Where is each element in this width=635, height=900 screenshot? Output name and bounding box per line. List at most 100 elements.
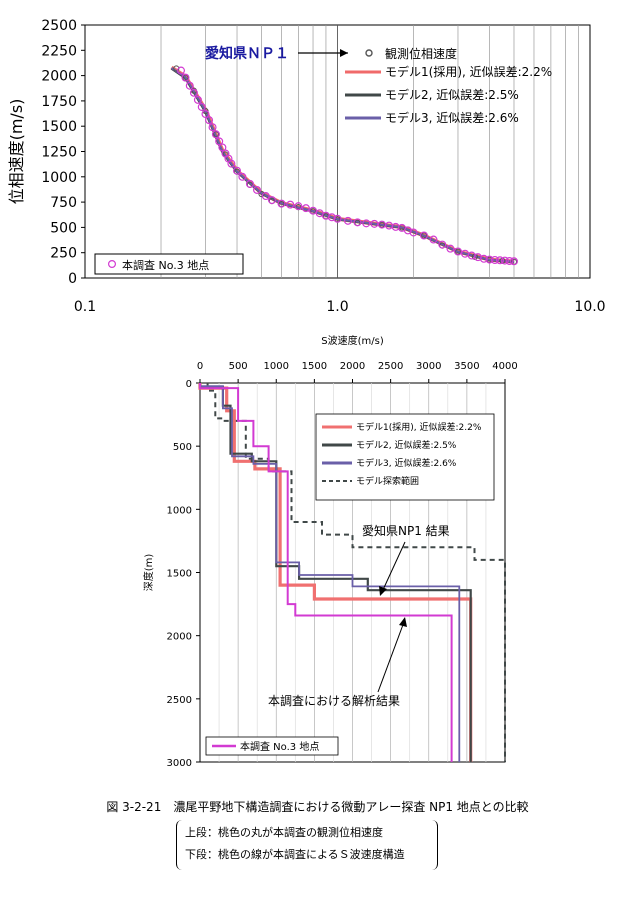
survey-no3-profile — [199, 383, 453, 762]
y-tick-label: 2500 — [167, 695, 192, 706]
survey-no3-point — [409, 228, 418, 237]
survey-no3-point — [446, 244, 455, 253]
survey-result-annotation: 本調査における解析結果 — [268, 694, 400, 708]
survey-no3-point — [277, 199, 286, 208]
y-tick-label: 500 — [50, 220, 77, 236]
y-tick-label: 1500 — [167, 569, 192, 580]
survey-no3-point — [189, 88, 198, 97]
survey-no3-point — [267, 196, 276, 205]
survey-no3-point — [218, 143, 227, 152]
y-tick-label: 0 — [186, 379, 192, 390]
model3-profile — [199, 383, 461, 762]
y-tick-label: 2250 — [41, 43, 77, 59]
survey-no3-point — [261, 192, 270, 201]
x-tick-label: 0 — [197, 361, 203, 372]
survey-no3-point — [309, 206, 318, 215]
survey-no3-point — [181, 73, 190, 82]
survey-no3-point — [327, 213, 336, 222]
survey-result-arrow-line — [377, 621, 405, 693]
observed-point — [182, 74, 189, 81]
survey-no3-point — [495, 256, 504, 265]
y-tick-label: 1750 — [41, 94, 77, 110]
survey-no3-point — [343, 216, 352, 225]
survey-no3-point — [253, 185, 262, 194]
observed-point — [173, 65, 180, 72]
legend-observed-symbol — [365, 49, 373, 57]
legend-model3-label: モデル3, 近似誤差:2.6% — [356, 457, 457, 469]
survey-no3-point — [193, 95, 202, 104]
y-tick-label: 1000 — [167, 505, 192, 516]
y-axis-label: 位相速度(m/s) — [7, 99, 26, 205]
y-tick-label: 1250 — [41, 145, 77, 161]
figure-caption: 図 3-2-21 濃尾平野地下構造調査における微動アレー探査 NP1 地点との比… — [106, 800, 529, 814]
observed-point — [420, 232, 428, 239]
survey-no3-point — [362, 219, 371, 228]
note-bottom: 下段：桃色の線が本調査によるＳ波速度構造 — [185, 848, 405, 861]
survey-no3-point — [453, 247, 462, 256]
x-tick-label: 1500 — [302, 361, 327, 372]
survey-no3-point — [370, 219, 379, 228]
y-tick-label: 2000 — [41, 69, 77, 85]
legend-model2-label: モデル2, 近似誤差:2.5% — [356, 439, 457, 451]
np1-arrow-head — [340, 49, 348, 57]
legend-survey-label: 本調査 No.3 地点 — [240, 740, 319, 753]
note-top: 上段：桃色の丸が本調査の観測位相速度 — [185, 826, 383, 839]
legend-model2-label: モデル2, 近似誤差:2.5% — [385, 87, 519, 102]
survey-no3-point — [294, 202, 303, 211]
survey-no3-point — [286, 200, 295, 209]
legend-model1-label: モデル1(採用), 近似誤差:2.2% — [385, 64, 552, 79]
x-tick-label: 2500 — [378, 361, 403, 372]
survey-no3-point — [227, 159, 236, 168]
np1-result-arrow-head — [379, 586, 387, 596]
survey-no3-point — [419, 231, 428, 240]
x-tick-label: 3500 — [454, 361, 479, 372]
legend-survey-box — [205, 736, 339, 756]
survey-no3-point — [197, 102, 206, 111]
note-box: 上段：桃色の丸が本調査の観測位相速度 下段：桃色の線が本調査によるＳ波速度構造 — [176, 820, 438, 870]
survey-no3-point — [429, 235, 438, 244]
s-wave-velocity-structure-chart: S波速度(m/s) 0 500 1000 1500 2000 2500 3000 3500 400… — [142, 334, 518, 769]
legend-survey-label: 本調査 No.3 地点 — [122, 258, 209, 272]
x-tick-label: 10.0 — [574, 299, 605, 315]
survey-no3-point — [245, 179, 254, 188]
observed-point — [258, 190, 265, 198]
survey-no3-point — [333, 214, 342, 223]
survey-no3-point — [505, 256, 514, 265]
y-tick-label: 750 — [50, 195, 77, 211]
y-tick-label: 2000 — [167, 632, 192, 643]
legend-model3-label: モデル3, 近似誤差:2.6% — [385, 110, 519, 125]
y-tick-label: 500 — [173, 442, 192, 453]
x-tick-label: 0.1 — [74, 299, 96, 315]
survey-no3-point — [233, 166, 242, 175]
survey-no3-point — [490, 255, 499, 264]
legend-search-range-label: モデル探索範囲 — [356, 475, 419, 487]
legend-model1-label: モデル1(採用), 近似誤差:2.2% — [356, 421, 482, 433]
survey-no3-point — [177, 66, 186, 75]
y-tick-label: 2500 — [41, 18, 77, 34]
x-tick-label: 1000 — [264, 361, 289, 372]
y-tick-label: 1000 — [41, 170, 77, 186]
survey-no3-point — [205, 116, 214, 125]
x-axis-label: S波速度(m/s) — [321, 334, 384, 347]
survey-no3-point — [500, 256, 509, 265]
x-tick-label: 4000 — [492, 361, 517, 372]
survey-no3-point — [215, 137, 224, 146]
np1-result-annotation: 愛知県NP1 結果 — [362, 524, 450, 538]
x-tick-label: 500 — [229, 361, 248, 372]
survey-result-arrow-head — [399, 617, 407, 627]
y-tick-label: 1500 — [41, 119, 77, 135]
np1-annotation: 愛知県ＮＰ１ — [205, 45, 289, 62]
survey-no3-point — [353, 218, 362, 227]
survey-no3-point — [208, 123, 217, 132]
x-tick-label: 3000 — [416, 361, 441, 372]
survey-no3-point — [238, 172, 247, 181]
model1-profile — [198, 383, 473, 762]
legend-observed-label: 観測位相速度 — [385, 46, 457, 61]
legend-survey-box — [94, 253, 244, 275]
y-tick-label: 0 — [68, 271, 77, 287]
y-tick-label: 250 — [50, 246, 77, 262]
survey-no3-point — [185, 81, 194, 90]
phase-velocity-chart: 0 250 500 750 1000 1250 1500 1750 2000 2250 2500 0.… — [7, 18, 606, 315]
survey-no3-point — [301, 204, 310, 213]
survey-no3-point — [201, 110, 210, 119]
